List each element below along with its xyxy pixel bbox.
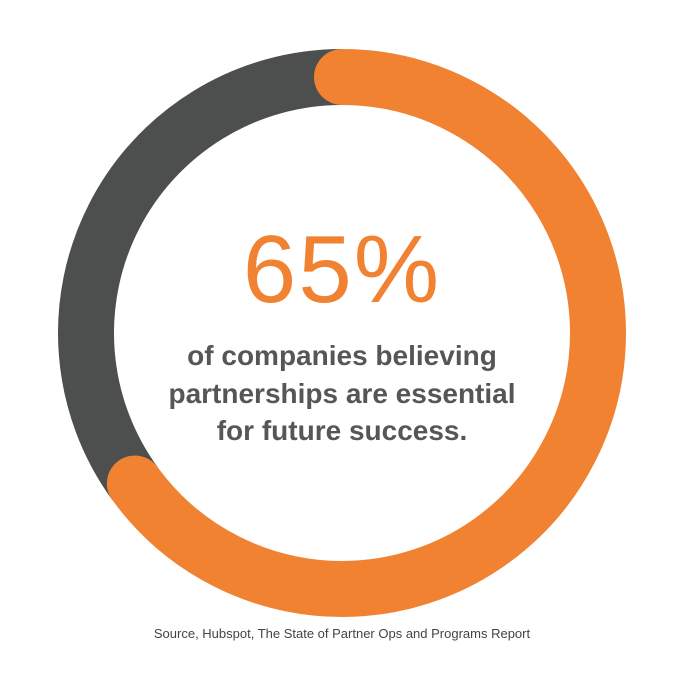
donut-segment [58,49,343,500]
value-label: 65% [242,216,442,323]
source: Source, Hubspot, The State of Partner Op… [153,626,531,641]
description: of companies believing partnerships are … [168,340,516,446]
donut-segment [106,49,626,617]
